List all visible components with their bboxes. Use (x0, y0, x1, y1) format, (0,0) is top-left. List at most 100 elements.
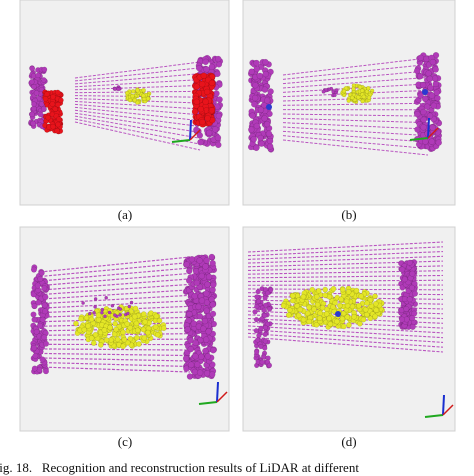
point (417, 54, 425, 61)
point (411, 290, 418, 297)
point (209, 310, 217, 318)
point (210, 281, 217, 289)
point (296, 312, 302, 319)
point (248, 126, 255, 133)
point (52, 106, 59, 112)
point (202, 263, 209, 270)
point (356, 302, 362, 309)
point (55, 101, 61, 108)
scan-line (282, 83, 429, 93)
point (92, 310, 96, 315)
point (258, 140, 265, 147)
point (42, 96, 49, 102)
point (255, 337, 261, 343)
scan-line (247, 321, 444, 334)
point (214, 134, 222, 142)
point (141, 335, 148, 341)
point (265, 290, 271, 296)
point (251, 94, 259, 102)
point (202, 336, 210, 343)
point (417, 73, 424, 80)
scan-line (247, 246, 444, 257)
point (253, 59, 260, 67)
point (266, 104, 272, 110)
point (35, 299, 42, 306)
point (311, 306, 317, 313)
point (360, 316, 367, 323)
axis-y (189, 119, 192, 141)
point (202, 58, 209, 66)
point (286, 307, 293, 313)
point (372, 300, 379, 307)
point (205, 129, 213, 137)
point (31, 316, 38, 323)
point (198, 353, 205, 360)
point (268, 287, 274, 293)
axis-z (427, 127, 439, 139)
scan-line (247, 329, 444, 343)
point (124, 339, 131, 346)
scan-line (39, 366, 191, 373)
point (253, 317, 260, 323)
point (45, 114, 52, 121)
point (134, 327, 141, 334)
point (432, 80, 440, 88)
scan-line (282, 117, 429, 124)
point (129, 300, 134, 305)
scan-line (39, 322, 191, 327)
point (199, 80, 206, 88)
point (419, 81, 427, 89)
scan-line (74, 73, 201, 85)
scan-line (74, 109, 201, 128)
point (372, 313, 378, 320)
point (200, 72, 208, 79)
scan-line (282, 76, 429, 89)
scan-line (282, 139, 429, 156)
point (251, 101, 258, 108)
scan-line (39, 327, 191, 332)
point (88, 311, 92, 316)
scan-line (247, 241, 444, 253)
point (316, 315, 323, 322)
point (145, 96, 151, 101)
panel-c (19, 226, 230, 432)
point (215, 141, 222, 149)
scan-line (247, 332, 444, 348)
point (114, 336, 121, 343)
point (133, 320, 140, 327)
point (40, 106, 47, 112)
point (253, 65, 261, 73)
point (357, 320, 363, 327)
point (103, 337, 110, 343)
point (203, 307, 210, 314)
point (185, 277, 193, 284)
point (93, 305, 97, 309)
scan-line (39, 289, 191, 300)
point (263, 120, 271, 128)
point (186, 373, 194, 380)
point (208, 107, 216, 114)
point (262, 70, 269, 78)
point (304, 310, 311, 317)
point (205, 328, 212, 335)
scan-line (282, 122, 429, 130)
point (399, 266, 406, 273)
point (92, 331, 99, 338)
scan-line (74, 100, 201, 110)
point (36, 322, 43, 329)
point (294, 303, 301, 309)
point (353, 287, 360, 294)
panel-d (242, 226, 456, 432)
panel-label: (b) (341, 207, 356, 222)
scan-line (74, 84, 201, 91)
scan-line (282, 63, 429, 80)
point (44, 91, 50, 97)
scan-line (39, 357, 191, 362)
point (420, 108, 427, 116)
point (422, 89, 428, 95)
point (398, 316, 405, 323)
point (254, 349, 260, 355)
scan-line (74, 103, 201, 116)
point (249, 112, 256, 119)
point (183, 261, 190, 268)
